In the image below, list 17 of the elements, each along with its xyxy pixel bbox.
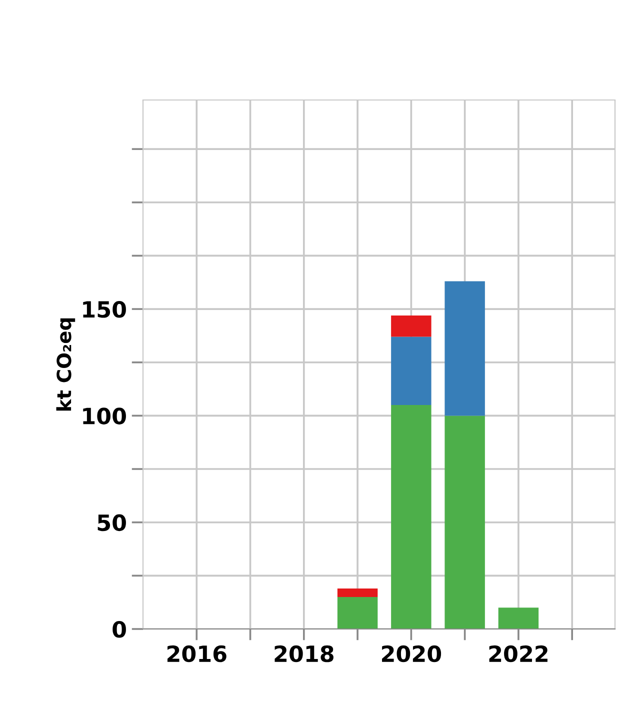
bar — [391, 315, 432, 337]
y-axis-title: kt CO₂eq — [56, 318, 76, 411]
x-tick-label: 2020 — [382, 645, 442, 662]
bar — [444, 416, 485, 629]
y-tick-label: 0 — [112, 620, 126, 638]
bar — [444, 281, 485, 416]
bar — [337, 597, 378, 629]
x-tick-label: 2022 — [489, 645, 548, 662]
y-tick-label: 50 — [98, 514, 126, 532]
x-tick-label: 2018 — [274, 645, 334, 662]
bar — [337, 588, 378, 598]
bar — [391, 336, 432, 406]
y-tick-label: 100 — [83, 408, 126, 424]
bar — [391, 405, 432, 629]
y-tick-label: 150 — [83, 300, 126, 318]
x-tick-label: 2016 — [167, 645, 226, 662]
bar — [498, 608, 539, 629]
